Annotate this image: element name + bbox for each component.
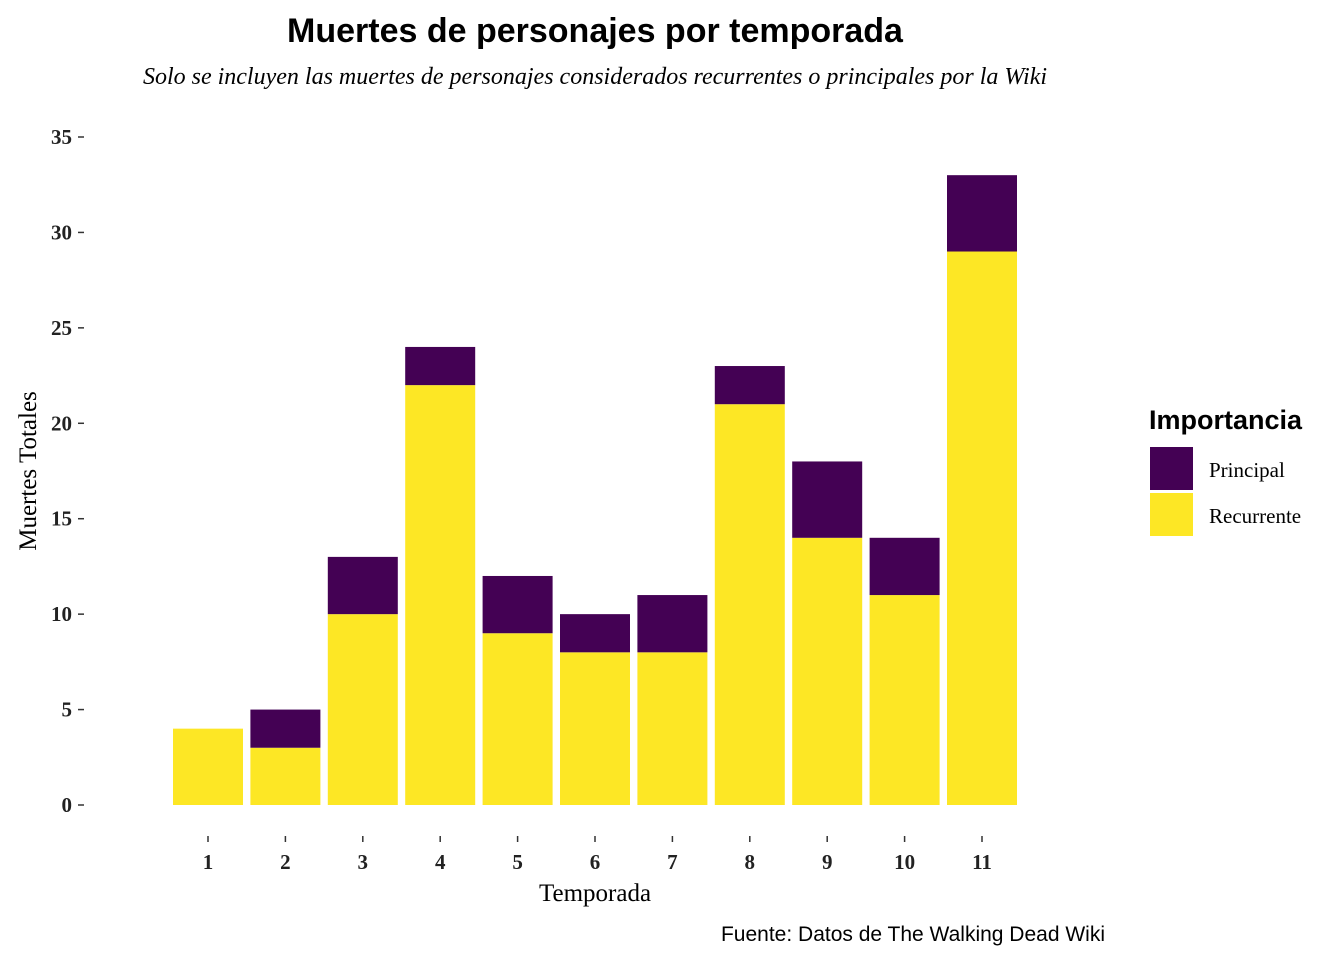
y-tick-label: 15 (51, 507, 72, 531)
bar-recurrente-temporada-10 (869, 595, 940, 805)
x-axis-title: Temporada (539, 880, 651, 907)
y-axis: 0 5 10 15 20 25 30 35 (51, 125, 84, 817)
bar-principal-temporada-8 (714, 366, 785, 405)
bar-principal-temporada-11 (947, 175, 1017, 252)
bar-recurrente-temporada-4 (405, 385, 476, 805)
x-tick-label: 2 (280, 850, 291, 874)
bar-principal-temporada-5 (482, 575, 553, 634)
x-tick-label: 5 (512, 850, 523, 874)
x-tick-label: 9 (822, 850, 833, 874)
y-tick-label: 0 (62, 793, 73, 817)
bar-recurrente-temporada-6 (560, 652, 630, 805)
x-tick-label: 10 (894, 850, 915, 874)
bar-principal-temporada-2 (250, 709, 321, 748)
bar-recurrente-temporada-9 (792, 537, 863, 805)
bar-principal-temporada-9 (792, 461, 863, 538)
chart-caption: Fuente: Datos de The Walking Dead Wiki (721, 923, 1105, 946)
bar-recurrente-temporada-1 (173, 728, 243, 805)
legend-label-principal: Principal (1209, 458, 1285, 482)
legend-swatch-recurrente (1150, 493, 1193, 536)
bar-recurrente-temporada-11 (947, 251, 1017, 805)
x-tick-label: 7 (667, 850, 678, 874)
x-tick-label: 8 (745, 850, 756, 874)
x-tick-label: 4 (435, 850, 446, 874)
bar-principal-temporada-3 (327, 556, 398, 615)
bar-recurrente-temporada-5 (482, 633, 553, 805)
y-tick-label: 30 (51, 220, 72, 244)
chart-title: Muertes de personajes por temporada (287, 12, 904, 50)
x-tick-label: 1 (203, 850, 214, 874)
bars (173, 175, 1017, 805)
x-tick-label: 3 (358, 850, 369, 874)
bar-recurrente-temporada-8 (714, 404, 785, 805)
y-axis-title: Muertes Totales (15, 391, 42, 551)
legend-label-recurrente: Recurrente (1209, 504, 1301, 528)
y-tick-label: 5 (62, 698, 73, 722)
bar-recurrente-temporada-3 (327, 614, 398, 805)
chart-subtitle: Solo se incluyen las muertes de personaj… (143, 64, 1047, 90)
legend-swatch-principal (1150, 447, 1193, 490)
bar-recurrente-temporada-7 (637, 652, 708, 805)
x-tick-label: 11 (972, 850, 992, 874)
legend: Importancia Principal Recurrente (1149, 405, 1303, 536)
y-tick-label: 20 (51, 411, 72, 435)
bar-principal-temporada-4 (405, 346, 476, 386)
bar-principal-temporada-6 (560, 614, 630, 653)
x-axis: 1 2 3 4 5 6 7 8 9 10 11 (203, 836, 992, 874)
bar-principal-temporada-7 (637, 595, 708, 653)
y-tick-label: 25 (51, 316, 72, 340)
x-tick-label: 6 (590, 850, 601, 874)
y-tick-label: 10 (51, 602, 72, 626)
bar-principal-temporada-10 (869, 537, 940, 596)
bar-recurrente-temporada-2 (250, 747, 321, 805)
legend-title: Importancia (1149, 405, 1303, 435)
y-tick-label: 35 (51, 125, 72, 149)
